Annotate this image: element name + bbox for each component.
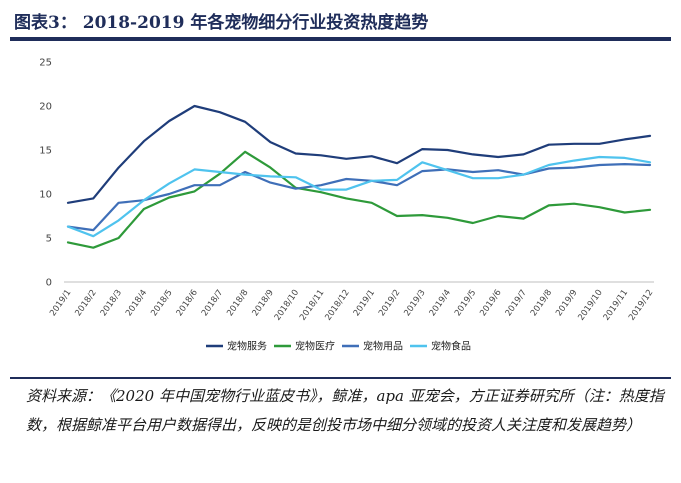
x-tick-label: 2019/7 bbox=[504, 288, 529, 318]
x-tick-label: 2019/10 bbox=[576, 288, 604, 323]
series-line bbox=[66, 150, 652, 249]
x-tick-label: 2019/1 bbox=[352, 288, 377, 318]
x-tick-label: 2018/5 bbox=[149, 288, 174, 318]
series-line bbox=[66, 155, 652, 238]
figure-title: 图表3： 2018-2019 年各宠物细分行业投资热度趋势 bbox=[14, 13, 429, 33]
x-tick-label: 2019/3 bbox=[402, 288, 427, 318]
series-line bbox=[66, 163, 652, 232]
x-tick-label: 2019/9 bbox=[554, 288, 579, 318]
y-tick-label: 10 bbox=[39, 190, 52, 201]
x-tick-label: 2018/12 bbox=[323, 288, 351, 323]
x-tick-label: 2019/2 bbox=[377, 288, 402, 318]
x-tick-label: 2018/8 bbox=[225, 288, 250, 318]
top-rule bbox=[10, 37, 671, 41]
y-tick-label: 20 bbox=[39, 102, 52, 113]
y-tick-label: 15 bbox=[39, 146, 52, 157]
x-tick-label: 2018/3 bbox=[99, 288, 124, 318]
bottom-rule bbox=[10, 377, 671, 379]
x-tick-label: 2019/12 bbox=[627, 288, 655, 323]
legend-label: 宠物医疗 bbox=[295, 340, 335, 353]
series-line bbox=[66, 104, 652, 204]
x-tick-label: 2018/11 bbox=[298, 288, 326, 323]
x-tick-label: 2019/6 bbox=[478, 288, 503, 318]
source-note: 资料来源：《2020 年中国宠物行业蓝皮书》，鲸准，apa 亚宠会，方正证券研究… bbox=[26, 387, 664, 434]
x-tick-label: 2019/8 bbox=[529, 288, 554, 318]
x-tick-label: 2019/5 bbox=[453, 288, 478, 318]
x-tick-label: 2018/2 bbox=[73, 288, 98, 318]
x-tick-label: 2019/11 bbox=[602, 288, 630, 323]
legend-label: 宠物服务 bbox=[227, 340, 267, 353]
x-tick-label: 2018/10 bbox=[273, 288, 301, 323]
x-tick-label: 2018/6 bbox=[175, 288, 200, 318]
x-tick-label: 2019/4 bbox=[428, 288, 453, 318]
x-tick-label: 2018/7 bbox=[200, 288, 225, 318]
x-tick-label: 2018/9 bbox=[251, 288, 276, 318]
x-tick-label: 2019/1 bbox=[48, 288, 73, 318]
y-tick-label: 5 bbox=[46, 234, 52, 245]
legend-label: 宠物食品 bbox=[431, 340, 471, 353]
legend-label: 宠物用品 bbox=[363, 340, 403, 353]
x-tick-label: 2018/4 bbox=[124, 288, 149, 318]
y-tick-label: 25 bbox=[39, 58, 52, 69]
y-tick-label: 0 bbox=[46, 278, 52, 289]
